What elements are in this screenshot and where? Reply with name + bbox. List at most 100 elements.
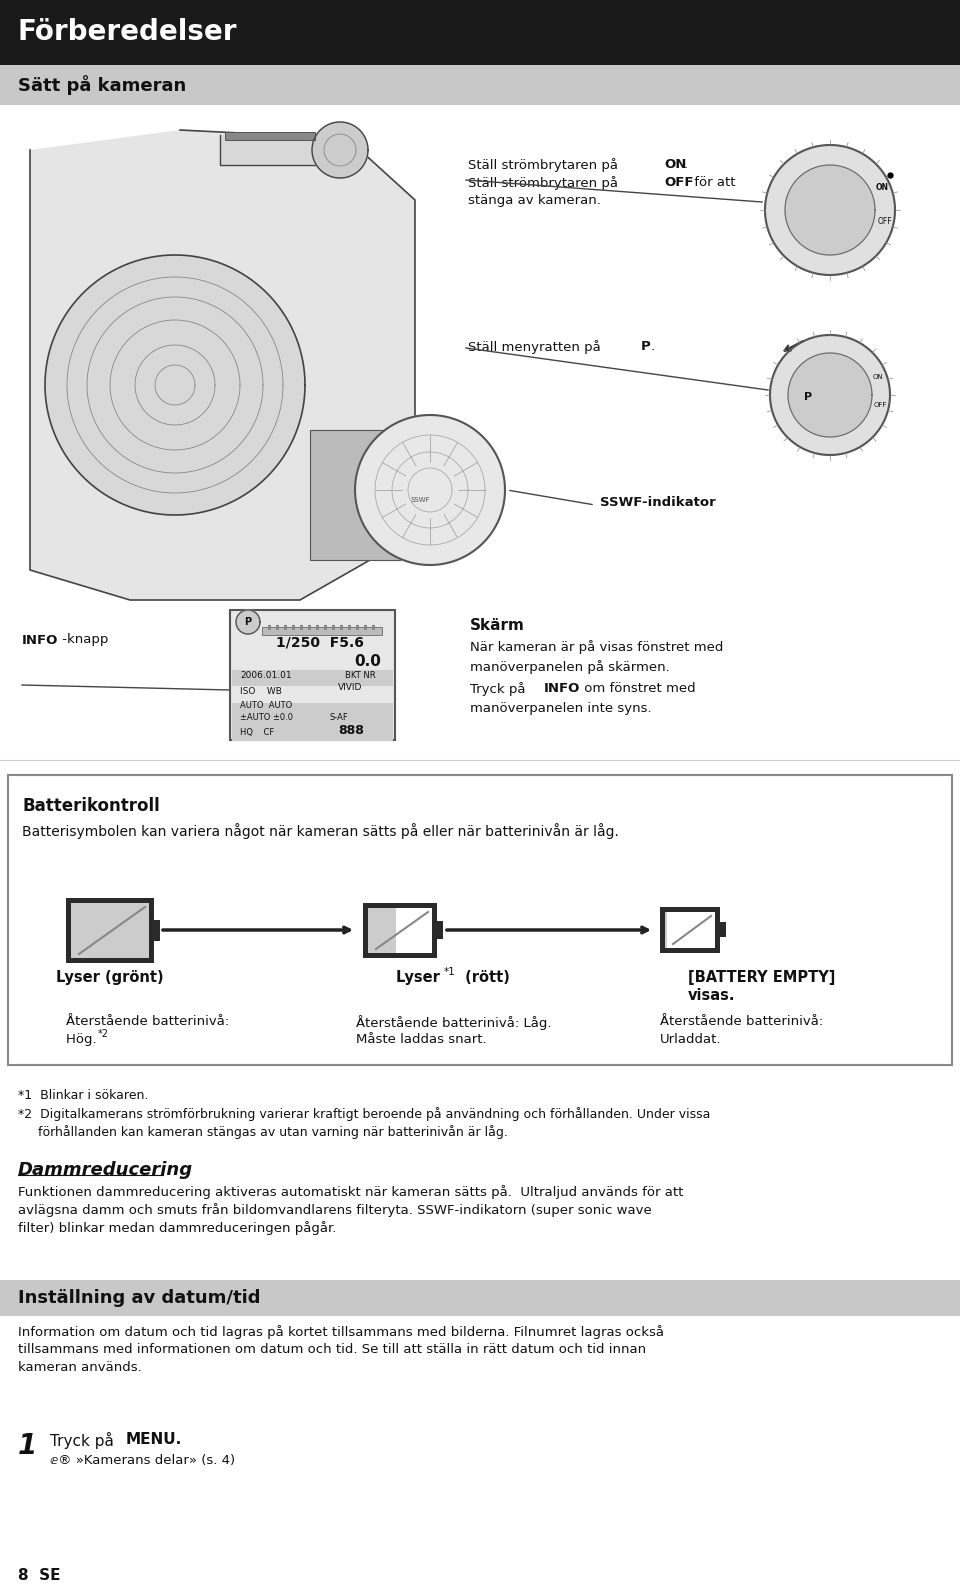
Text: Ställ strömbrytaren på: Ställ strömbrytaren på	[468, 159, 622, 171]
Text: Dammreducering: Dammreducering	[18, 1162, 193, 1179]
Bar	[356, 625, 359, 630]
Text: avlägsna damm och smuts från bildomvandlarens filteryta. SSWF-indikatorn (super : avlägsna damm och smuts från bildomvandl…	[18, 1203, 652, 1217]
Bar	[348, 625, 351, 630]
Polygon shape	[312, 122, 368, 178]
Bar	[232, 725, 393, 741]
Text: Ställ strömbrytaren på: Ställ strömbrytaren på	[468, 176, 622, 190]
Bar	[262, 627, 382, 635]
Text: Ställ menyratten på: Ställ menyratten på	[468, 340, 605, 354]
Text: Måste laddas snart.: Måste laddas snart.	[356, 1033, 487, 1046]
Text: INFO: INFO	[544, 682, 581, 695]
Text: Inställning av datum/tid: Inställning av datum/tid	[18, 1289, 260, 1308]
Text: ±AUTO ±0.0: ±AUTO ±0.0	[240, 714, 293, 722]
Polygon shape	[770, 335, 890, 455]
Polygon shape	[220, 135, 320, 165]
Text: Återstående batterinivå: Låg.: Återstående batterinivå: Låg.	[356, 1016, 551, 1030]
Text: Urladdat.: Urladdat.	[660, 1033, 722, 1046]
Bar	[225, 132, 315, 140]
Text: .: .	[684, 159, 688, 171]
Text: ON: ON	[664, 159, 686, 171]
Bar	[368, 908, 432, 954]
Bar	[368, 908, 396, 954]
Bar	[232, 670, 393, 686]
Bar	[0, 0, 960, 65]
Text: SSWF: SSWF	[410, 497, 430, 503]
Text: Sätt på kameran: Sätt på kameran	[18, 75, 186, 95]
Polygon shape	[30, 130, 415, 600]
Text: kameran används.: kameran används.	[18, 1362, 142, 1374]
Text: 8  SE: 8 SE	[18, 1568, 60, 1582]
Text: Batterikontroll: Batterikontroll	[22, 797, 159, 816]
Bar	[0, 105, 960, 760]
Bar	[364, 625, 367, 630]
Text: filter) blinkar medan dammreduceringen pågår.: filter) blinkar medan dammreduceringen p…	[18, 1220, 336, 1235]
Bar	[268, 625, 271, 630]
Text: ON: ON	[876, 184, 889, 192]
Text: MENU.: MENU.	[126, 1431, 182, 1447]
Bar	[660, 908, 720, 954]
Bar	[0, 1281, 960, 1316]
Bar	[66, 898, 154, 963]
Text: OFF: OFF	[874, 402, 887, 408]
Bar	[71, 903, 149, 959]
Bar	[372, 625, 375, 630]
Bar	[230, 609, 395, 740]
Polygon shape	[45, 256, 305, 516]
Bar	[284, 625, 287, 630]
Text: ON: ON	[873, 375, 883, 379]
Text: (rött): (rött)	[460, 970, 510, 986]
Text: *2  Digitalkamerans strömförbrukning varierar kraftigt beroende på användning oc: *2 Digitalkamerans strömförbrukning vari…	[18, 1108, 710, 1120]
Bar	[437, 920, 443, 940]
Text: Skärm: Skärm	[470, 617, 525, 633]
Text: *2: *2	[98, 1028, 109, 1039]
Text: Lyser: Lyser	[396, 970, 445, 986]
Text: P: P	[245, 617, 252, 627]
Text: HQ    CF: HQ CF	[240, 727, 275, 736]
Polygon shape	[788, 352, 872, 436]
Text: ⅇ® »Kamerans delar» (s. 4): ⅇ® »Kamerans delar» (s. 4)	[50, 1454, 235, 1466]
Text: [BATTERY EMPTY]: [BATTERY EMPTY]	[688, 970, 835, 986]
Text: ISO    WB: ISO WB	[240, 687, 282, 697]
Text: SSWF-indikator: SSWF-indikator	[600, 497, 716, 509]
Bar	[363, 903, 437, 959]
Text: -knapp: -knapp	[58, 633, 108, 646]
Polygon shape	[785, 165, 875, 256]
Text: 888: 888	[338, 724, 364, 736]
Text: manöverpanelen inte syns.: manöverpanelen inte syns.	[470, 701, 652, 716]
Bar	[720, 922, 726, 936]
Bar	[308, 625, 311, 630]
Text: visas.: visas.	[688, 989, 735, 1003]
Text: OFF: OFF	[877, 217, 892, 227]
Text: *1: *1	[444, 966, 456, 978]
Polygon shape	[765, 144, 895, 275]
Text: Funktionen dammreducering aktiveras automatiskt när kameran sätts på.  Ultraljud: Funktionen dammreducering aktiveras auto…	[18, 1185, 684, 1198]
Bar	[276, 625, 279, 630]
Text: OFF: OFF	[664, 176, 693, 189]
Text: När kameran är på visas fönstret med: När kameran är på visas fönstret med	[470, 640, 724, 654]
Text: BKT NR: BKT NR	[345, 670, 375, 679]
Text: Information om datum och tid lagras på kortet tillsammans med bilderna. Filnumre: Information om datum och tid lagras på k…	[18, 1325, 664, 1339]
Bar	[665, 913, 667, 947]
Text: *1  Blinkar i sökaren.: *1 Blinkar i sökaren.	[18, 1089, 149, 1101]
Text: Lyser (grönt): Lyser (grönt)	[57, 970, 164, 986]
Text: S-AF: S-AF	[330, 714, 348, 722]
Bar	[324, 625, 327, 630]
Bar	[316, 625, 319, 630]
Bar	[154, 920, 160, 941]
Text: 2006.01.01: 2006.01.01	[240, 670, 292, 679]
Bar	[71, 903, 149, 959]
Text: stänga av kameran.: stänga av kameran.	[468, 194, 601, 206]
Text: Återstående batterinivå:: Återstående batterinivå:	[66, 1016, 229, 1028]
Text: manöverpanelen på skärmen.: manöverpanelen på skärmen.	[470, 660, 670, 674]
Bar	[300, 625, 303, 630]
Bar	[8, 774, 952, 1065]
Text: 1: 1	[18, 1431, 37, 1460]
Polygon shape	[355, 416, 505, 565]
Bar	[332, 625, 335, 630]
Text: 0.0: 0.0	[354, 654, 381, 670]
Bar	[232, 703, 393, 733]
Text: P: P	[804, 392, 812, 402]
Bar	[0, 65, 960, 105]
Text: INFO: INFO	[22, 633, 59, 646]
Text: Förberedelser: Förberedelser	[18, 17, 237, 46]
